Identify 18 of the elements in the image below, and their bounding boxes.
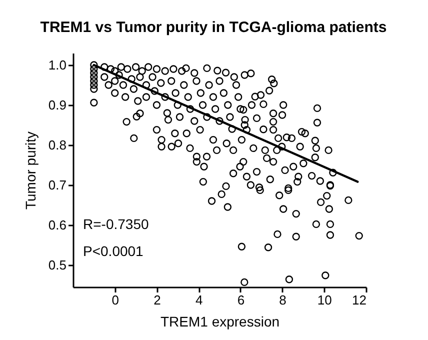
annotation: R=-0.7350 [83,216,149,232]
y-axis-title: Tumor purity [22,131,38,210]
x-tick-label: 0 [112,292,119,308]
y-tick-label: 0.5 [48,258,66,272]
x-tick-label: 8 [279,292,286,308]
y-tick-label: 0.7 [48,178,66,192]
y-tick-label: 1.0 [48,58,66,72]
x-tick-label: 6 [237,292,245,308]
y-tick-label: 0.9 [48,98,66,112]
x-tick-label: 12 [352,292,366,308]
x-tick-label: 4 [195,292,203,308]
annotation: P<0.0001 [83,243,144,259]
x-tick-label: 10 [317,292,332,308]
chart-title: TREM1 vs Tumor purity in TCGA-glioma patients [40,19,387,36]
y-tick-label: 0.6 [48,218,66,232]
x-axis-title: TREM1 expression [160,314,280,330]
x-tick-label: 2 [154,292,161,308]
y-tick-label: 0.8 [48,138,66,152]
